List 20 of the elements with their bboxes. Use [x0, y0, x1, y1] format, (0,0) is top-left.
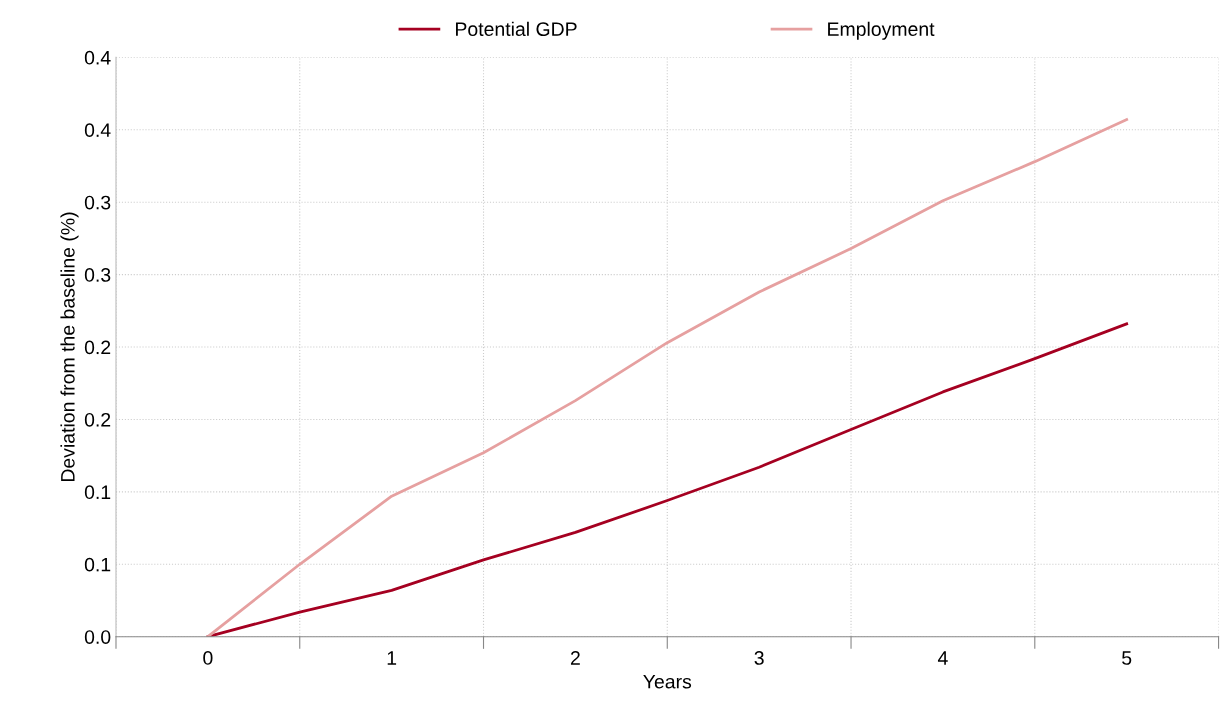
x-axis-title: Years — [643, 674, 692, 689]
x-tick-label: 0 — [203, 651, 213, 665]
y-tick-label: 0.0 — [84, 630, 111, 644]
y-tick-label: 0.2 — [84, 412, 111, 427]
y-tick-label: 0.3 — [84, 195, 111, 210]
y-axis-title: Deviation from the baseline (%) — [60, 212, 79, 482]
line-series — [206, 118, 1129, 637]
legend-label: Potential GDP — [456, 21, 577, 37]
y-tick-label: 0.4 — [84, 50, 111, 65]
x-tick-label: 4 — [937, 651, 948, 665]
y-tick-label: 0.3 — [84, 268, 111, 282]
x-tick-label: 5 — [1122, 651, 1132, 665]
legend-label: Employment — [828, 21, 935, 40]
y-tick-label: 0.1 — [84, 557, 111, 572]
x-tick-label: 1 — [387, 651, 397, 665]
y-tick-label: 0.2 — [84, 340, 111, 355]
y-tick-label: 0.4 — [84, 123, 111, 138]
y-tick-label: 0.1 — [84, 485, 111, 500]
x-tick-label: 3 — [754, 651, 764, 665]
x-tick-label: 2 — [570, 651, 580, 665]
